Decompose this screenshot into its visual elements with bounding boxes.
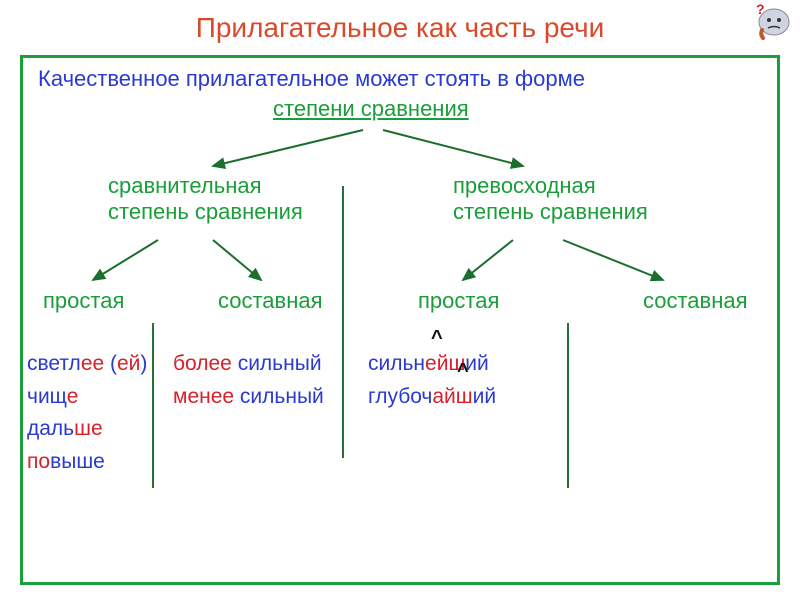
examples-col-1: светлее (ей)чищедальшеповыше	[27, 348, 147, 478]
intro-text: Качественное прилагательное может стоять…	[38, 66, 585, 92]
subtitle-text: степени сравнения	[273, 96, 469, 122]
content-frame: Качественное прилагательное может стоять…	[20, 55, 780, 585]
branch-superlative: превосходная степень сравнения	[453, 173, 648, 225]
branch-left-line2: степень сравнения	[108, 199, 303, 225]
branch-comparative: сравнительная степень сравнения	[108, 173, 303, 225]
page-title: Прилагательное как часть речи	[0, 0, 800, 52]
examples-col-2: более сильный менее сильный	[173, 348, 324, 413]
branch-left-line1: сравнительная	[108, 173, 303, 199]
suffix-caret-icon: ^	[457, 361, 469, 381]
suffix-caret-icon: ^	[431, 328, 443, 348]
branch-right-line1: превосходная	[453, 173, 648, 199]
diagram-lines	[23, 58, 783, 588]
examples-col-3: сильнейший глубочайший	[368, 348, 496, 413]
leaf-simple-1: простая	[43, 288, 124, 314]
leaf-simple-2: простая	[418, 288, 499, 314]
leaf-compound-1: составная	[218, 288, 323, 314]
svg-text:?: ?	[756, 4, 765, 17]
divider-group	[153, 186, 568, 488]
branch-right-line2: степень сравнения	[453, 199, 648, 225]
thinking-face-icon: ?	[748, 4, 796, 57]
leaf-compound-2: составная	[643, 288, 748, 314]
